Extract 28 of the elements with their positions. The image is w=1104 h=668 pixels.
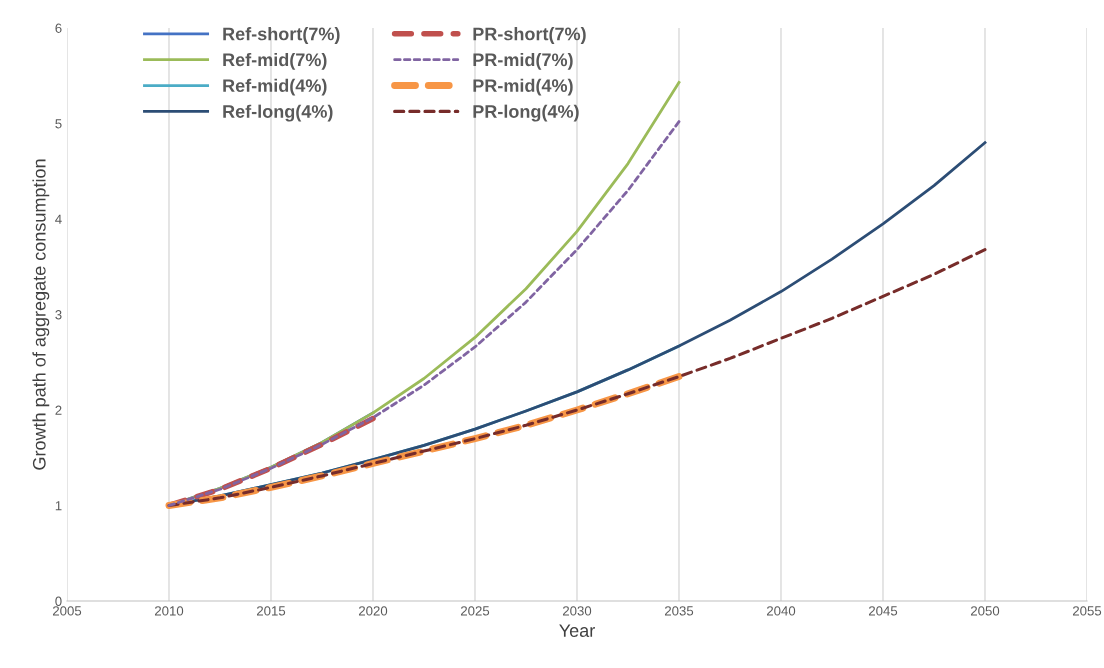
- x-tick-label: 2015: [256, 606, 286, 616]
- y-tick-label: 4: [55, 214, 62, 224]
- x-tick-label: 2055: [1072, 606, 1102, 616]
- legend-label: PR-short(7%): [473, 27, 586, 44]
- y-tick-label: 5: [55, 119, 62, 129]
- x-tick-label: 2005: [52, 606, 82, 616]
- x-axis-title: Year: [559, 624, 595, 637]
- legend-label: Ref-mid(7%): [223, 52, 327, 70]
- legend-label: PR-mid(7%): [473, 52, 573, 70]
- legend-label: Ref-mid(4%): [223, 78, 327, 96]
- y-tick-label: 2: [55, 405, 62, 415]
- x-tick-label: 2050: [970, 606, 1000, 616]
- x-tick-label: 2010: [154, 606, 184, 616]
- y-tick-label: 0: [55, 596, 62, 606]
- y-axis-title: Growth path of aggregate consumption: [32, 159, 50, 470]
- x-tick-label: 2025: [460, 606, 490, 616]
- x-tick-label: 2020: [358, 606, 388, 616]
- legend-label: PR-long(4%): [473, 104, 579, 122]
- y-tick-label: 3: [55, 310, 62, 320]
- y-tick-label: 1: [55, 501, 62, 511]
- legend-label: Ref-short(7%): [223, 27, 340, 44]
- y-tick-label: 6: [55, 23, 62, 33]
- legend-label: PR-mid(4%): [473, 78, 573, 96]
- x-tick-label: 2035: [664, 606, 694, 616]
- x-tick-label: 2030: [562, 606, 592, 616]
- x-tick-label: 2045: [868, 606, 898, 616]
- x-tick-label: 2040: [766, 606, 796, 616]
- legend-label: Ref-long(4%): [223, 104, 333, 122]
